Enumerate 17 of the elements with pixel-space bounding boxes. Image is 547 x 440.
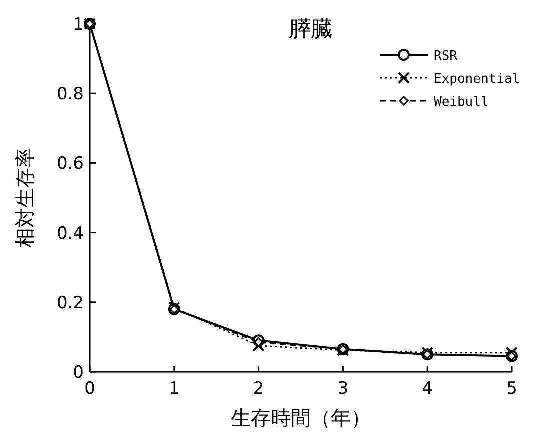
x-tick-label: 1 — [168, 379, 180, 399]
legend-label: Weibull — [434, 95, 489, 110]
legend-label: RSR — [434, 49, 458, 64]
x-tick-label: 3 — [338, 379, 349, 399]
y-tick-label: 0.2 — [56, 293, 84, 314]
x-tick-label: 4 — [422, 379, 434, 399]
legend-label: Exponential — [434, 72, 520, 87]
y-tick-label: 1 — [73, 15, 84, 35]
x-tick-label: 5 — [506, 379, 518, 399]
chart-title: 膵臓 — [289, 17, 333, 42]
y-tick-label: 0.6 — [56, 154, 84, 174]
y-tick-label: 0 — [73, 363, 84, 383]
y-axis-title: 相対生存率 — [13, 148, 37, 248]
x-axis-title: 生存時間（年） — [231, 406, 371, 430]
y-tick-label: 0.8 — [56, 84, 84, 105]
x-tick-label: 2 — [253, 379, 264, 399]
y-tick-label: 0.4 — [56, 224, 84, 244]
